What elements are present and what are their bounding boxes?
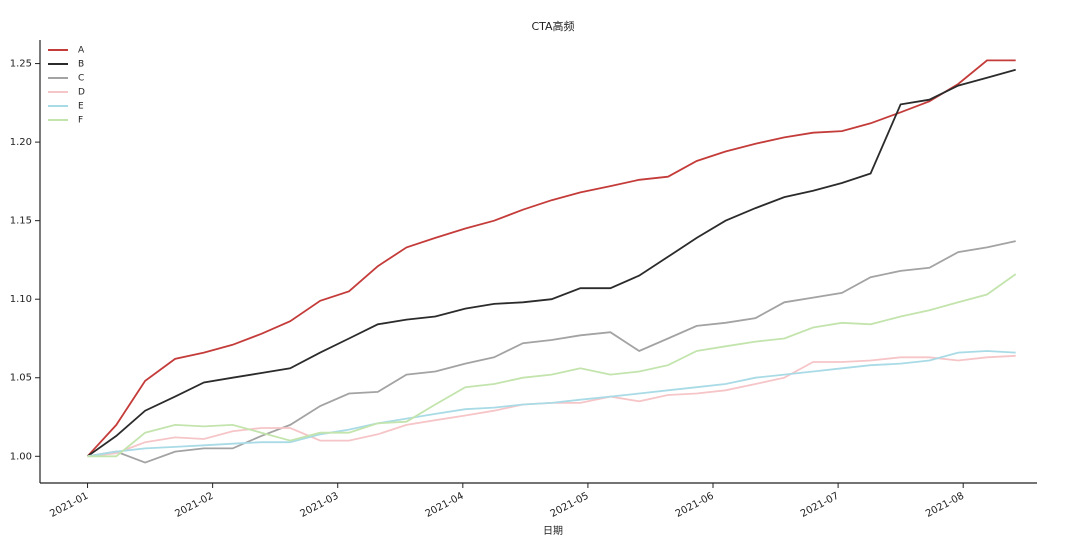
x-tick-label: 2021-08 (924, 491, 966, 520)
legend-label: E (78, 102, 84, 112)
y-tick-label: 1.00 (10, 451, 32, 462)
legend-label: B (78, 60, 84, 70)
chart-title: CTA高频 (531, 19, 574, 33)
series-line (87, 273, 1017, 458)
series-line (86, 68, 1016, 458)
y-tick-label: 1.25 (10, 59, 32, 70)
x-axis-label: 日期 (543, 525, 563, 537)
legend-label: C (78, 74, 84, 84)
legend-label: A (78, 46, 85, 56)
series-line (86, 59, 1016, 457)
x-tick-label: 2021-05 (549, 491, 591, 520)
legend-label: D (78, 88, 85, 98)
x-tick-label: 2021-07 (799, 491, 841, 520)
series-line (87, 350, 1016, 458)
y-tick-label: 1.10 (10, 294, 32, 305)
x-tick-label: 2021-01 (48, 491, 90, 520)
y-tick-label: 1.05 (10, 373, 32, 384)
x-tick-label: 2021-04 (424, 491, 466, 520)
y-tick-label: 1.15 (10, 216, 32, 227)
y-tick-label: 1.20 (10, 137, 32, 148)
series-line (87, 240, 1016, 464)
legend-label: F (78, 116, 83, 126)
series-line (87, 354, 1016, 458)
x-tick-label: 2021-06 (674, 491, 716, 520)
x-tick-label: 2021-02 (173, 491, 215, 520)
x-tick-label: 2021-03 (298, 491, 340, 520)
